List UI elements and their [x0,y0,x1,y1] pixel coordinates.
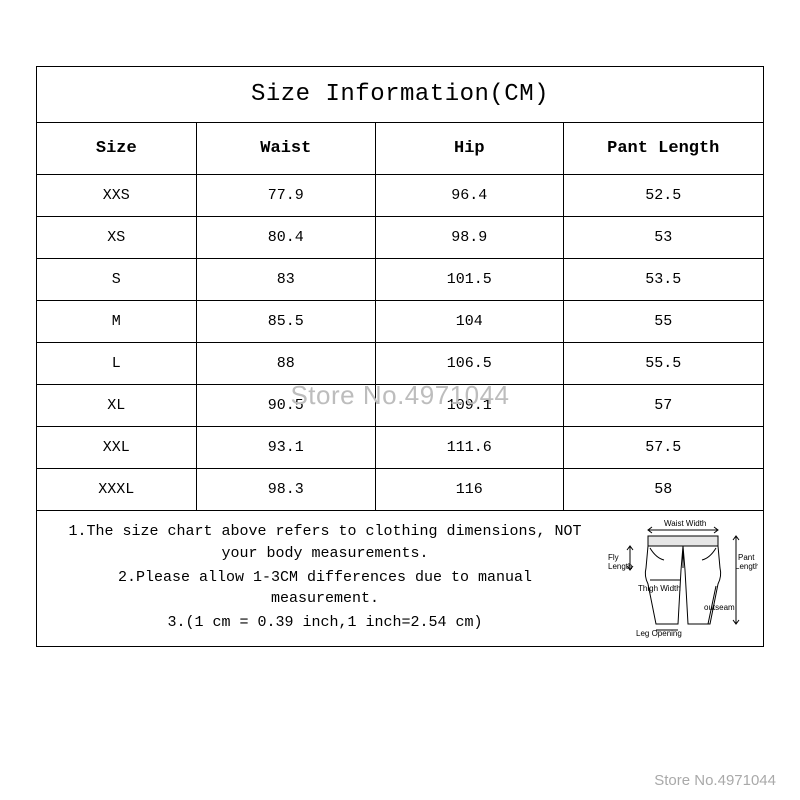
pants-diagram-svg: Waist Width Fly Length Thigh Width Leg O… [608,518,758,638]
cell: M [37,301,197,342]
cell: XXS [37,175,197,216]
table-row: S83101.553.5 [37,259,763,301]
cell: 80.4 [197,217,377,258]
cell: 111.6 [376,427,563,468]
cell: 88 [197,343,377,384]
table-row: XXS77.996.452.5 [37,175,763,217]
col-header-size: Size [37,123,197,174]
label-fly-length-2: Length [608,562,632,571]
label-pant-1: Pant [738,553,755,562]
cell: 57 [564,385,763,426]
waistband-shape [648,536,718,546]
cell: 109.1 [376,385,563,426]
col-header-length: Pant Length [564,123,763,174]
col-header-hip: Hip [376,123,563,174]
note-3: 3.(1 cm = 0.39 inch,1 inch=2.54 cm) [65,612,585,634]
cell: 93.1 [197,427,377,468]
cell: 53.5 [564,259,763,300]
table-row: XS80.498.953 [37,217,763,259]
cell: XS [37,217,197,258]
cell: 58 [564,469,763,510]
size-chart: Size Information(CM) Size Waist Hip Pant… [36,66,764,647]
label-fly-length-1: Fly [608,553,619,562]
cell: XXL [37,427,197,468]
table-row: L88106.555.5 [37,343,763,385]
label-pant-2: Length [735,562,758,571]
cell: XXXL [37,469,197,510]
cell: 106.5 [376,343,563,384]
table-row: XXXL98.311658 [37,469,763,511]
cell: 53 [564,217,763,258]
table-row: M85.510455 [37,301,763,343]
label-thigh-width: Thigh Width [638,584,681,593]
cell: 57.5 [564,427,763,468]
cell: 104 [376,301,563,342]
table-row: XXL93.1111.657.5 [37,427,763,469]
table-header-row: Size Waist Hip Pant Length [37,123,763,175]
watermark-bottom: Store No.4971044 [654,772,776,789]
pants-diagram: Waist Width Fly Length Thigh Width Leg O… [603,511,763,646]
notes-row: 1.The size chart above refers to clothin… [37,511,763,646]
pants-right-leg [683,546,721,624]
cell: 55.5 [564,343,763,384]
cell: L [37,343,197,384]
cell: 98.3 [197,469,377,510]
notes-text: 1.The size chart above refers to clothin… [37,511,603,646]
table-title: Size Information(CM) [37,67,763,123]
table-row: XL90.5109.157 [37,385,763,427]
cell: 83 [197,259,377,300]
cell: 98.9 [376,217,563,258]
cell: S [37,259,197,300]
cell: 55 [564,301,763,342]
label-waist-width: Waist Width [664,519,706,528]
cell: 96.4 [376,175,563,216]
cell: 85.5 [197,301,377,342]
label-outseam: outseam [704,603,735,612]
note-2: 2.Please allow 1-3CM differences due to … [65,567,585,611]
cell: XL [37,385,197,426]
cell: 77.9 [197,175,377,216]
label-leg-opening: Leg Opening [636,629,682,638]
cell: 101.5 [376,259,563,300]
note-1: 1.The size chart above refers to clothin… [65,521,585,565]
cell: 116 [376,469,563,510]
cell: 90.5 [197,385,377,426]
col-header-waist: Waist [197,123,377,174]
cell: 52.5 [564,175,763,216]
